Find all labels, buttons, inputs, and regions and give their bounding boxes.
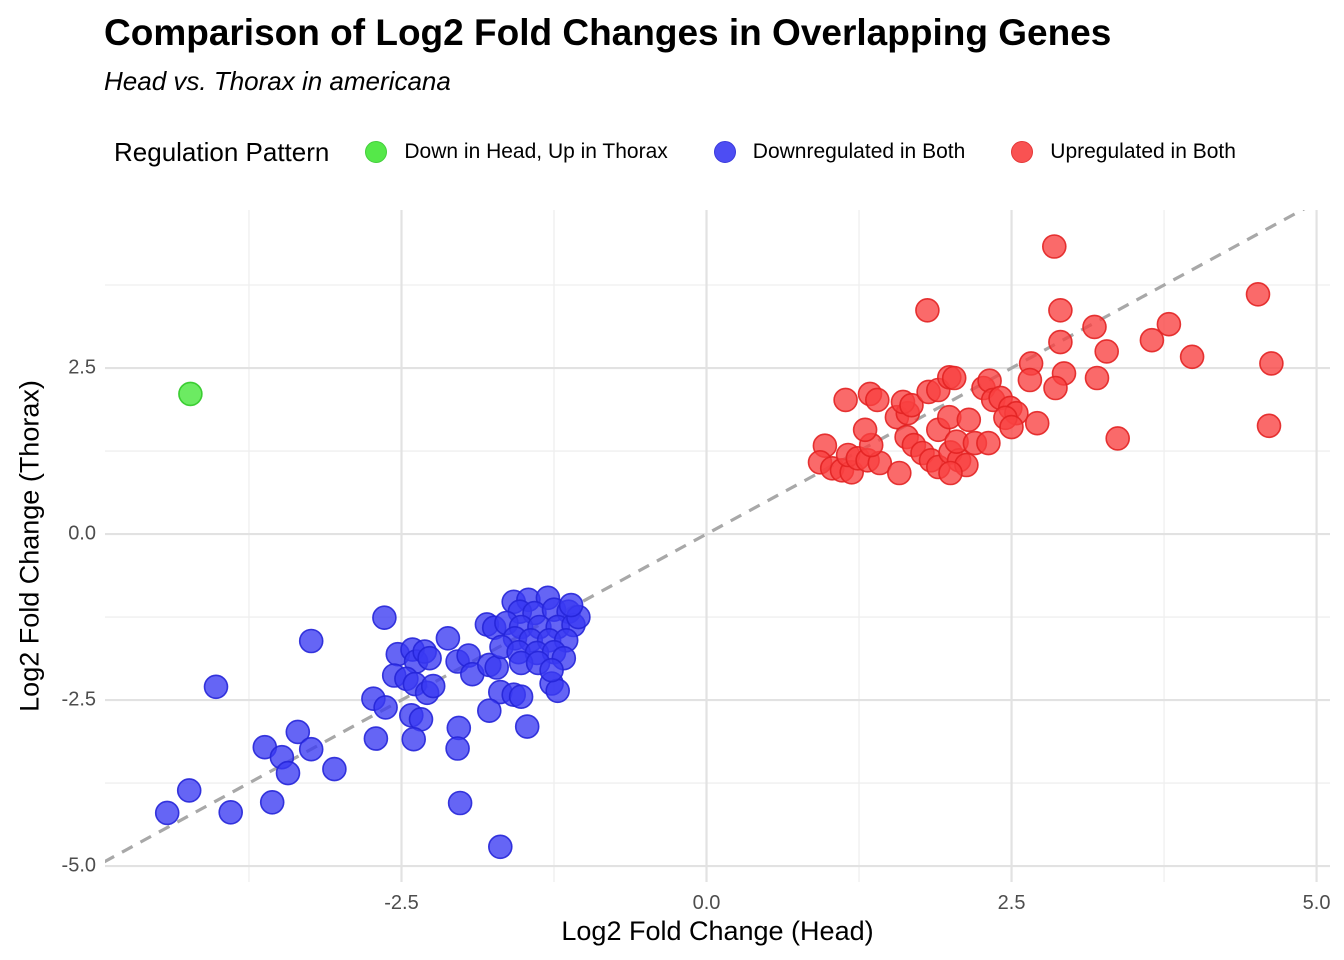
data-point	[1259, 351, 1284, 376]
data-point	[1105, 426, 1131, 451]
data-point	[417, 645, 442, 671]
data-point	[446, 715, 472, 741]
y-tick-label: 0.0	[68, 522, 96, 545]
data-point	[203, 674, 229, 700]
data-point	[1156, 311, 1182, 337]
data-point	[176, 778, 202, 803]
x-tick-label: 2.5	[997, 892, 1026, 914]
data-point	[1094, 339, 1120, 364]
data-point	[447, 790, 473, 816]
data-point	[1017, 367, 1043, 393]
data-point	[435, 625, 461, 651]
data-point	[484, 655, 510, 680]
data-point	[259, 789, 285, 815]
plot-panel	[105, 210, 1330, 882]
data-point	[218, 799, 243, 825]
identity-line	[105, 210, 1306, 864]
data-point	[558, 592, 584, 618]
data-point	[1024, 410, 1050, 436]
data-point	[852, 417, 878, 443]
data-point	[445, 736, 470, 761]
data-point	[1043, 375, 1068, 401]
data-point	[154, 800, 180, 826]
data-point	[1179, 344, 1205, 370]
x-tick-label: -2.5	[384, 892, 419, 914]
data-point	[1139, 327, 1165, 353]
legend-entry-upregulated-both: Upregulated in Both	[1011, 140, 1236, 164]
data-point	[915, 298, 940, 323]
data-point	[899, 392, 924, 418]
data-point	[285, 719, 311, 745]
legend-label: Upregulated in Both	[1050, 140, 1236, 163]
data-point	[941, 365, 967, 391]
data-point	[1256, 413, 1282, 439]
data-point	[956, 407, 982, 433]
data-point	[539, 657, 564, 683]
data-point	[1048, 298, 1073, 323]
x-axis-title: Log2 Fold Change (Head)	[561, 916, 874, 946]
scatter-plot-canvas	[105, 210, 1330, 882]
data-point	[322, 756, 347, 782]
data-point	[833, 387, 858, 413]
legend-label: Down in Head, Up in Thorax	[404, 140, 668, 163]
data-point	[401, 726, 427, 752]
data-point	[420, 673, 446, 699]
data-point	[1084, 365, 1110, 391]
data-point	[178, 381, 203, 407]
data-point	[999, 414, 1024, 440]
data-point	[1041, 234, 1067, 259]
data-point	[487, 834, 513, 860]
blue-point-icon	[713, 141, 736, 163]
data-point	[372, 605, 397, 631]
chart-subtitle: Head vs. Thorax in americana	[104, 66, 451, 96]
x-tick-label: 5.0	[1302, 892, 1331, 914]
data-point	[363, 726, 389, 751]
legend-entry-downregulated-both: Downregulated in Both	[713, 140, 966, 164]
legend-label: Downregulated in Both	[752, 140, 966, 163]
legend-entry-down-head-up-thorax: Down in Head, Up in Thorax	[365, 140, 668, 164]
red-point-icon	[1011, 141, 1034, 163]
x-tick-label: 0.0	[692, 892, 721, 914]
data-point	[1048, 329, 1073, 355]
chart-title: Comparison of Log2 Fold Changes in Overl…	[104, 12, 1112, 53]
data-point	[976, 430, 1001, 456]
data-point	[1082, 314, 1107, 340]
y-axis-title: Log2 Fold Change (Thorax)	[14, 380, 45, 712]
y-tick-label: -5.0	[61, 854, 96, 877]
data-point	[1245, 282, 1271, 307]
data-point	[864, 387, 890, 413]
data-point	[886, 460, 912, 486]
data-point	[545, 678, 571, 704]
legend: Regulation Pattern Down in Head, Up in T…	[114, 131, 1282, 173]
data-point	[275, 760, 301, 786]
data-point	[298, 736, 324, 762]
y-tick-label: 2.5	[68, 356, 96, 379]
y-tick-label: -2.5	[61, 688, 96, 711]
data-point	[938, 460, 963, 486]
data-point	[514, 714, 540, 739]
data-point	[373, 695, 398, 720]
data-point	[476, 698, 502, 724]
green-point-icon	[365, 141, 388, 163]
data-point	[508, 684, 534, 710]
legend-title: Regulation Pattern	[114, 136, 330, 167]
data-point	[298, 628, 324, 654]
